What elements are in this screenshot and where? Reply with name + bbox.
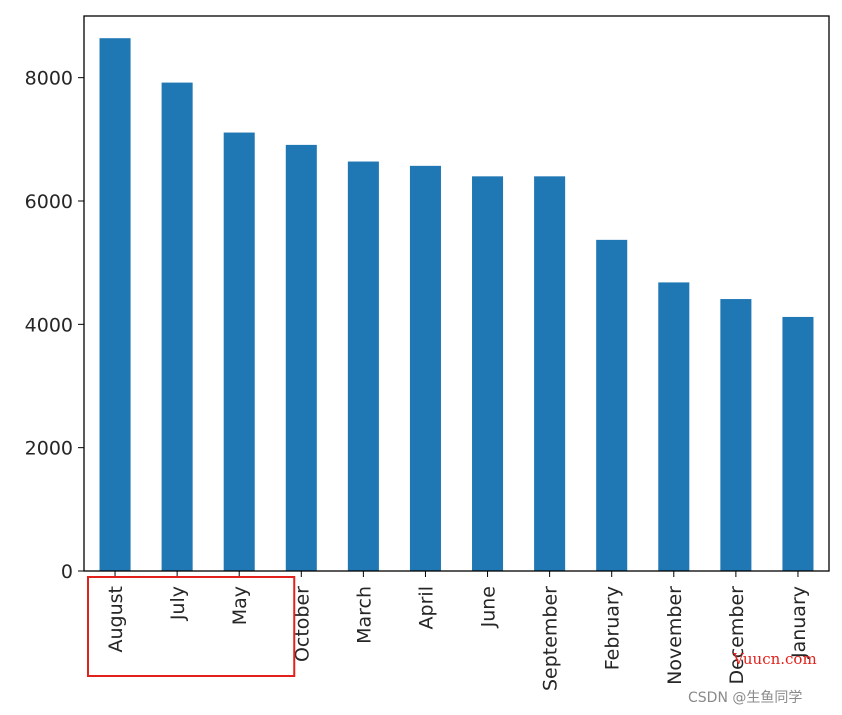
x-tick-label: March <box>353 586 375 644</box>
bar-november <box>658 282 690 571</box>
x-tick-label: January <box>788 586 810 659</box>
x-tick-label: September <box>540 586 562 691</box>
bar-may <box>223 132 255 572</box>
y-axis: 0 2000 4000 6000 8000 <box>25 68 84 583</box>
x-tick-label: May <box>229 586 251 625</box>
x-tick-label: August <box>105 586 127 653</box>
bar-september <box>534 176 566 572</box>
bar-october <box>285 144 317 571</box>
x-tick-label: June <box>478 586 500 628</box>
y-tick-label: 6000 <box>25 191 73 213</box>
bar-april <box>409 165 441 571</box>
watermark-vuucn: Vuucn.com <box>733 650 817 668</box>
bar-july <box>161 82 193 571</box>
x-tick-label: October <box>291 586 313 662</box>
bar-june <box>472 176 504 572</box>
x-tick-label: December <box>726 586 748 685</box>
x-axis: August July May October March April June Septem… <box>105 571 810 691</box>
plot-frame <box>83 15 830 572</box>
y-tick-label: 8000 <box>25 68 73 90</box>
y-tick-label: 4000 <box>25 314 73 336</box>
bar-february <box>596 239 628 571</box>
x-tick-label: November <box>664 586 686 685</box>
bar-december <box>720 299 752 571</box>
highlight-box <box>87 576 296 677</box>
bar-august <box>99 38 131 571</box>
y-tick-label: 0 <box>61 561 73 583</box>
x-tick-label: July <box>167 586 189 621</box>
y-tick-label: 2000 <box>25 438 73 460</box>
bar-january <box>782 316 814 571</box>
bars-group <box>99 38 814 572</box>
watermark-csdn: CSDN @生鱼同学 <box>688 690 803 706</box>
x-tick-label: April <box>415 586 437 629</box>
bar-march <box>347 161 379 572</box>
x-tick-label: February <box>602 586 624 670</box>
